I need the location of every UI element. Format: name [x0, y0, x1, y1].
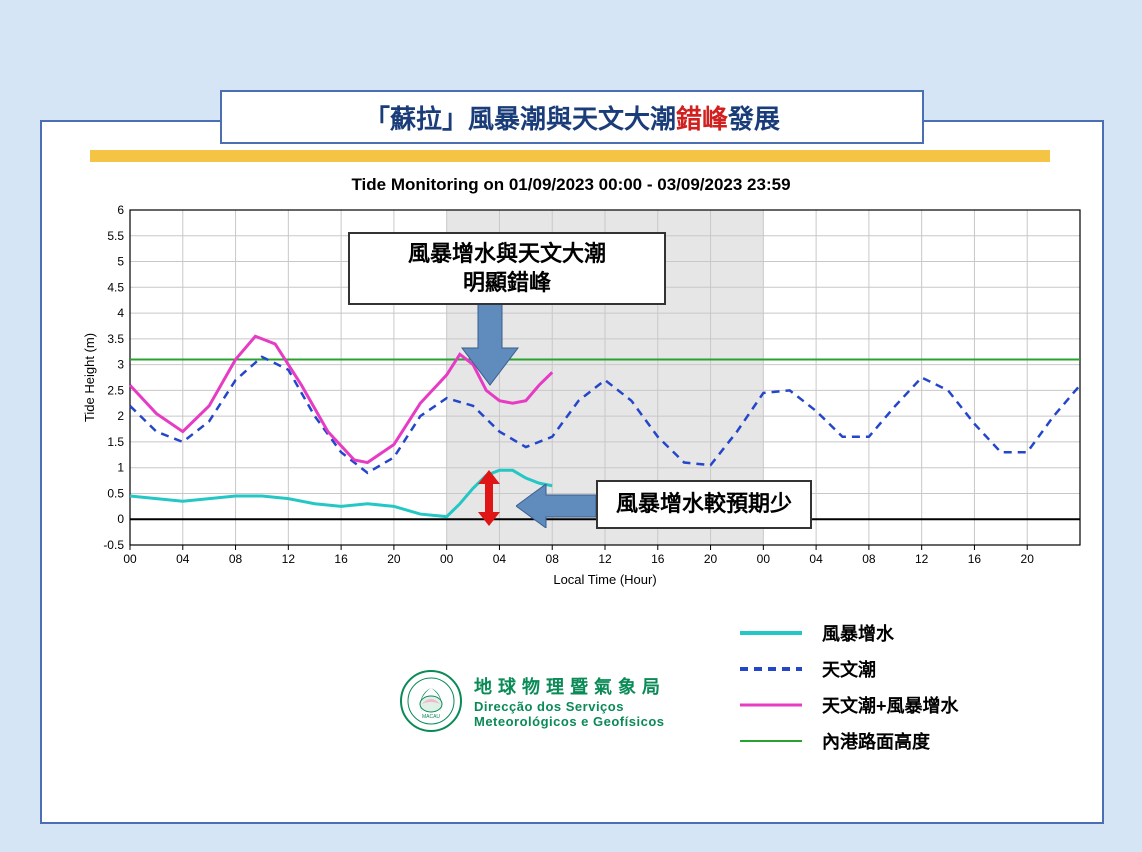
legend-swatch [740, 659, 802, 679]
organization-footer: MACAU 地球物理暨氣象局 Direcção dos Serviços Met… [400, 670, 666, 732]
svg-text:20: 20 [387, 552, 401, 566]
legend-label: 風暴增水 [822, 620, 894, 646]
svg-text:20: 20 [704, 552, 718, 566]
callout-right-text: 風暴增水較預期少 [616, 491, 792, 516]
legend-label: 天文潮+風暴增水 [822, 692, 959, 718]
svg-text:3: 3 [117, 358, 124, 372]
legend-item-storm_surge: 風暴增水 [740, 620, 1080, 646]
legend-swatch [740, 695, 802, 715]
svg-text:1.5: 1.5 [107, 435, 124, 449]
title-part1: 「蘇拉」風暴潮與天文大潮 [364, 99, 676, 136]
svg-text:08: 08 [862, 552, 876, 566]
org-name-cn: 地球物理暨氣象局 [474, 673, 666, 699]
left-arrow-icon [516, 484, 596, 528]
main-title: 「蘇拉」風暴潮與天文大潮 錯峰 發展 [220, 90, 924, 144]
svg-text:MACAU: MACAU [422, 714, 440, 720]
legend-label: 內港路面高度 [822, 728, 930, 754]
svg-text:20: 20 [1021, 552, 1035, 566]
svg-text:3.5: 3.5 [107, 332, 124, 346]
svg-text:-0.5: -0.5 [103, 538, 124, 552]
svg-text:5: 5 [117, 255, 124, 269]
chart-title: Tide Monitoring on 01/09/2023 00:00 - 03… [0, 175, 1142, 195]
svg-text:16: 16 [334, 552, 348, 566]
svg-text:00: 00 [123, 552, 137, 566]
down-arrow-icon [460, 300, 520, 390]
callout-top: 風暴增水與天文大潮 明顯錯峰 [348, 232, 666, 305]
svg-text:4: 4 [117, 306, 124, 320]
svg-text:2.5: 2.5 [107, 383, 124, 397]
svg-text:04: 04 [493, 552, 507, 566]
svg-text:00: 00 [757, 552, 771, 566]
callout-top-line1: 風暴增水與天文大潮 [366, 240, 648, 269]
org-name-pt2: Meteorológicos e Geofísicos [474, 714, 666, 729]
svg-text:Tide Height (m): Tide Height (m) [82, 333, 97, 422]
legend-item-combined: 天文潮+風暴增水 [740, 692, 1080, 718]
legend-item-astro_tide: 天文潮 [740, 656, 1080, 682]
accent-bar [90, 150, 1050, 162]
callout-right: 風暴增水較預期少 [596, 480, 812, 529]
svg-text:12: 12 [282, 552, 296, 566]
svg-text:0: 0 [117, 512, 124, 526]
svg-text:16: 16 [968, 552, 982, 566]
org-logo-icon: MACAU [400, 670, 462, 732]
svg-text:04: 04 [809, 552, 823, 566]
svg-text:5.5: 5.5 [107, 229, 124, 243]
double-arrow-icon [476, 470, 502, 526]
org-name-pt1: Direcção dos Serviços [474, 699, 666, 714]
legend-item-road_level: 內港路面高度 [740, 728, 1080, 754]
legend-label: 天文潮 [822, 656, 876, 682]
svg-text:08: 08 [229, 552, 243, 566]
svg-text:00: 00 [440, 552, 454, 566]
svg-text:Local Time (Hour): Local Time (Hour) [553, 572, 656, 587]
svg-text:6: 6 [117, 203, 124, 217]
legend-swatch [740, 623, 802, 643]
svg-text:12: 12 [915, 552, 929, 566]
svg-text:12: 12 [598, 552, 612, 566]
svg-text:16: 16 [651, 552, 665, 566]
legend: 風暴增水天文潮天文潮+風暴增水內港路面高度 [740, 620, 1080, 764]
svg-text:1: 1 [117, 461, 124, 475]
svg-text:04: 04 [176, 552, 190, 566]
svg-text:4.5: 4.5 [107, 280, 124, 294]
callout-top-line2: 明顯錯峰 [366, 269, 648, 298]
legend-swatch [740, 731, 802, 751]
title-part2: 錯峰 [676, 99, 728, 136]
svg-text:0.5: 0.5 [107, 486, 124, 500]
svg-text:08: 08 [546, 552, 560, 566]
svg-text:2: 2 [117, 409, 124, 423]
title-part3: 發展 [728, 99, 780, 136]
